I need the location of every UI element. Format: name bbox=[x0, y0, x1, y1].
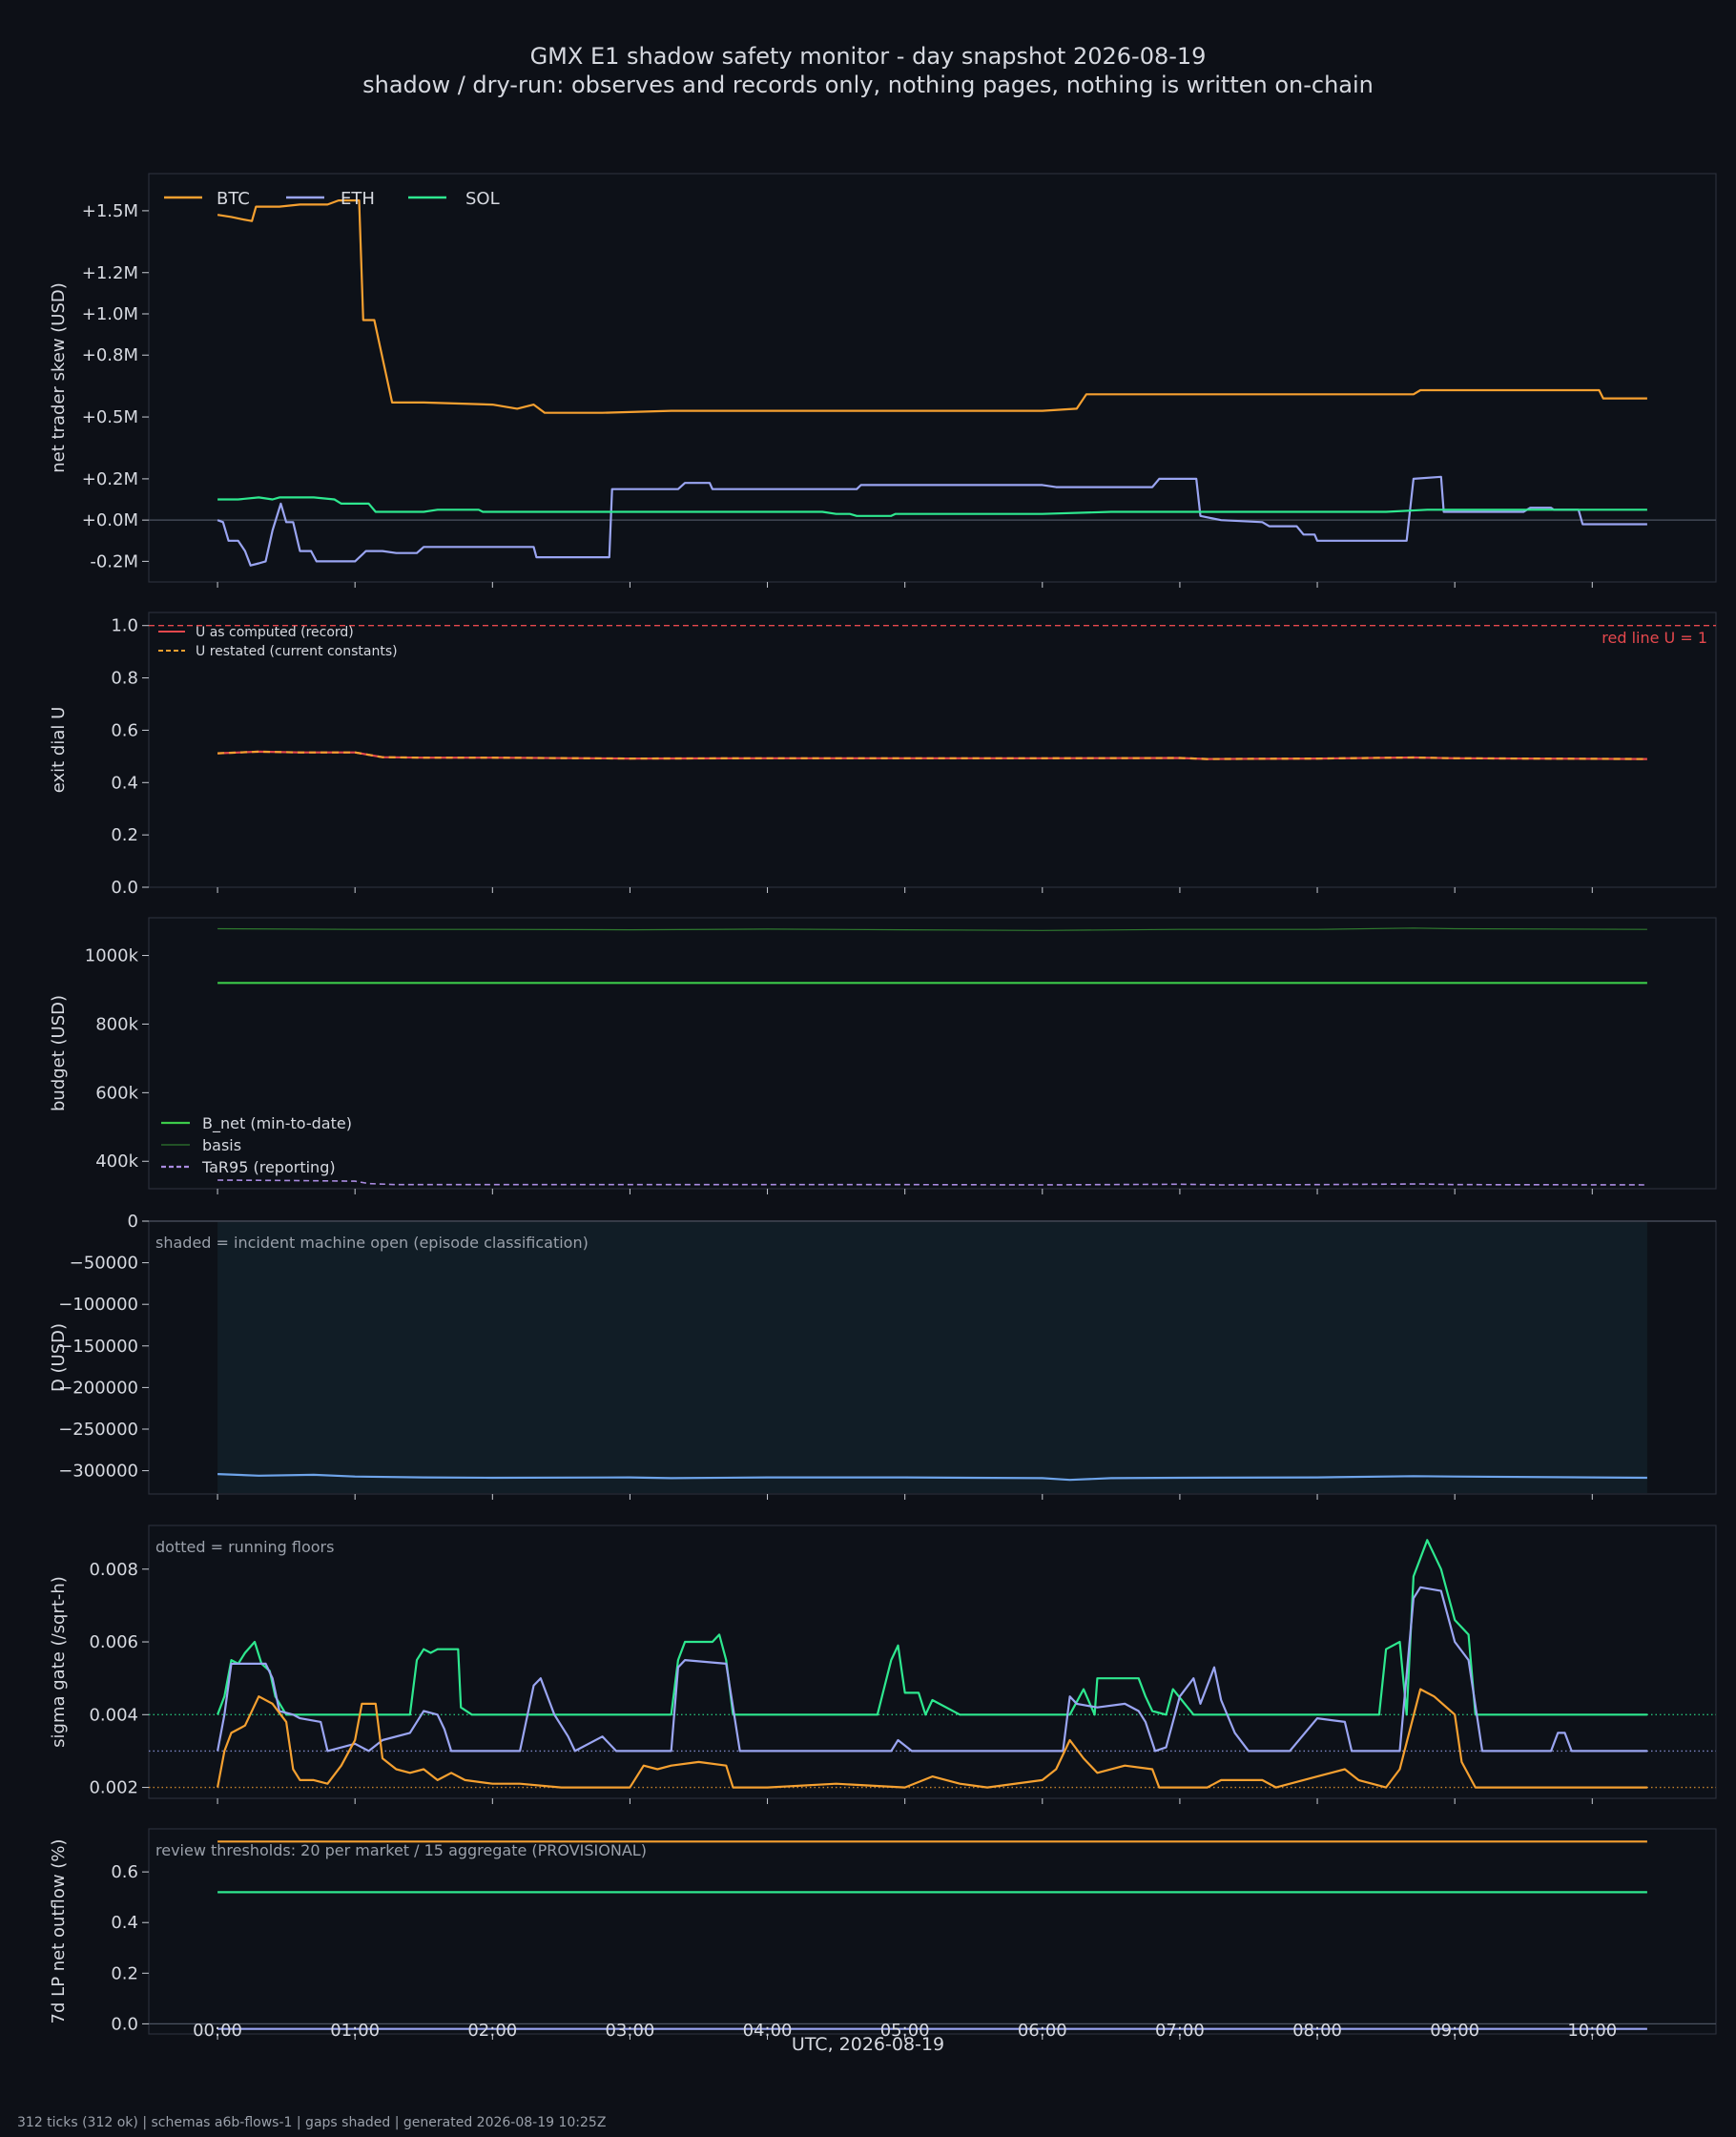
x-tick-label: 03:00 bbox=[605, 2021, 654, 2041]
legend-label: U as computed (record) bbox=[196, 625, 354, 640]
series-line-eth bbox=[217, 475, 1647, 567]
plot-frame bbox=[148, 917, 1717, 1190]
x-tick-label: 05:00 bbox=[880, 2021, 930, 2041]
y-tick-label: 0.4 bbox=[111, 773, 138, 793]
x-tick-label: 00:00 bbox=[193, 2021, 242, 2041]
x-tick-label: 04:00 bbox=[743, 2021, 793, 2041]
series-line-eth bbox=[217, 1586, 1647, 1753]
x-tick-label: 06:00 bbox=[1018, 2021, 1067, 2041]
x-tick-label: 07:00 bbox=[1155, 2021, 1205, 2041]
series-line-tar95-reporting bbox=[217, 1179, 1647, 1186]
x-tick-label: 09:00 bbox=[1430, 2021, 1479, 2041]
panel-annotation: review thresholds: 20 per market / 15 ag… bbox=[155, 1841, 647, 1859]
legend-label: BTC bbox=[217, 189, 250, 209]
y-tick-label: −150000 bbox=[58, 1337, 138, 1357]
legend-label: TaR95 (reporting) bbox=[201, 1158, 336, 1176]
series-line-btc bbox=[217, 1688, 1647, 1789]
y-tick-label: 0.2 bbox=[111, 825, 138, 845]
panel-budget: 400k 600k 800k 1000k budget (USD) B_net (min-… bbox=[49, 917, 1717, 1194]
y-axis-label: budget (USD) bbox=[49, 995, 69, 1111]
y-tick-label: −100000 bbox=[58, 1295, 138, 1315]
chart-panels: -0.2M +0.0M +0.2M +0.5M +0.8M +1.0M +1.2M +1.5M… bbox=[49, 173, 1717, 2041]
y-tick-label: −250000 bbox=[58, 1420, 138, 1440]
legend-label: basis bbox=[202, 1136, 241, 1154]
plot-frame bbox=[148, 173, 1717, 583]
y-tick-label: −50000 bbox=[70, 1254, 138, 1274]
y-tick-label: +0.5M bbox=[82, 407, 138, 427]
panel-sigma: 0.002 0.004 0.006 0.008 sigma gate (/sqrt-h)… bbox=[49, 1525, 1717, 1804]
panel-exit-dial: 0.0 0.2 0.4 0.6 0.8 1.0 exit dial U red line U … bbox=[49, 612, 1717, 898]
series-line-basis bbox=[217, 927, 1647, 931]
legend-label: ETH bbox=[341, 189, 375, 209]
y-tick-label: 0.6 bbox=[111, 720, 138, 740]
y-axis-label: D (USD) bbox=[49, 1323, 69, 1392]
series-line-sol bbox=[217, 496, 1647, 517]
y-tick-label: +1.2M bbox=[82, 263, 138, 283]
y-axis-label: 7d LP net outflow (%) bbox=[49, 1839, 69, 2024]
plot-frame bbox=[148, 612, 1717, 888]
y-tick-label: 0.6 bbox=[111, 1862, 138, 1882]
y-tick-label: −200000 bbox=[58, 1378, 138, 1398]
y-tick-label: −300000 bbox=[58, 1462, 138, 1482]
y-tick-label: 0.006 bbox=[89, 1632, 138, 1652]
y-tick-label: 400k bbox=[95, 1151, 138, 1172]
plot-frame bbox=[148, 1525, 1717, 1799]
y-tick-label: 0 bbox=[128, 1212, 138, 1232]
footer-status: 312 ticks (312 ok) | schemas a6b-flows-1… bbox=[17, 2115, 606, 2130]
y-tick-label: 1000k bbox=[85, 946, 139, 966]
y-tick-label: 800k bbox=[95, 1014, 138, 1034]
panel-annotation: shaded = incident machine open (episode … bbox=[155, 1234, 589, 1252]
y-tick-label: 0.002 bbox=[89, 1778, 138, 1798]
series-line-u-restated-current-constants bbox=[217, 750, 1647, 760]
y-tick-label: +0.0M bbox=[82, 510, 138, 530]
legend-label: SOL bbox=[465, 189, 500, 209]
x-axis-label: UTC, 2026-08-19 bbox=[792, 2034, 944, 2055]
y-tick-label: 0.008 bbox=[89, 1560, 138, 1580]
panel-skew: -0.2M +0.0M +0.2M +0.5M +0.8M +1.0M +1.2M +1.5M… bbox=[49, 173, 1717, 588]
y-tick-label: 0.4 bbox=[111, 1913, 138, 1933]
y-axis-label: sigma gate (/sqrt-h) bbox=[49, 1576, 69, 1748]
legend-label: B_net (min-to-date) bbox=[202, 1114, 352, 1133]
y-tick-label: 0.0 bbox=[111, 878, 138, 898]
y-tick-label: 0.0 bbox=[111, 2014, 138, 2034]
y-axis-label: exit dial U bbox=[49, 707, 69, 794]
red-line-annotation: red line U = 1 bbox=[1602, 629, 1707, 647]
y-tick-label: +1.5M bbox=[82, 201, 138, 221]
y-tick-label: -0.2M bbox=[90, 551, 138, 571]
y-tick-label: 0.004 bbox=[89, 1705, 138, 1725]
panel-lp-outflow: 0.0 0.2 0.4 0.6 7d LP net outflow (%) review … bbox=[49, 1828, 1717, 2040]
y-tick-label: +0.2M bbox=[82, 469, 138, 489]
series-line-btc bbox=[217, 199, 1647, 414]
series-line-d bbox=[217, 1473, 1647, 1482]
y-tick-label: +1.0M bbox=[82, 304, 138, 324]
plot-frame bbox=[148, 1828, 1717, 2035]
x-tick-label: 02:00 bbox=[467, 2021, 517, 2041]
y-tick-label: 0.8 bbox=[111, 669, 138, 689]
y-tick-label: +0.8M bbox=[82, 345, 138, 365]
x-tick-label: 10:00 bbox=[1567, 2021, 1617, 2041]
panel-annotation: dotted = running floors bbox=[155, 1538, 334, 1556]
y-tick-label: 600k bbox=[95, 1083, 138, 1103]
figure-title: GMX E1 shadow safety monitor - day snaps… bbox=[530, 43, 1207, 70]
y-tick-label: 1.0 bbox=[111, 616, 138, 636]
legend-label: U restated (current constants) bbox=[196, 644, 398, 659]
y-tick-label: 0.2 bbox=[111, 1963, 138, 1983]
incident-shading bbox=[217, 1222, 1647, 1493]
x-tick-label: 01:00 bbox=[330, 2021, 380, 2041]
figure-subtitle: shadow / dry-run: observes and records o… bbox=[362, 72, 1374, 98]
panel-d-usd: −300000 −250000 −200000 −150000 −100000 −5000… bbox=[49, 1212, 1717, 1500]
y-axis-label: net trader skew (USD) bbox=[49, 282, 69, 473]
x-tick-label: 08:00 bbox=[1292, 2021, 1342, 2041]
series-line-sol bbox=[217, 1539, 1647, 1716]
